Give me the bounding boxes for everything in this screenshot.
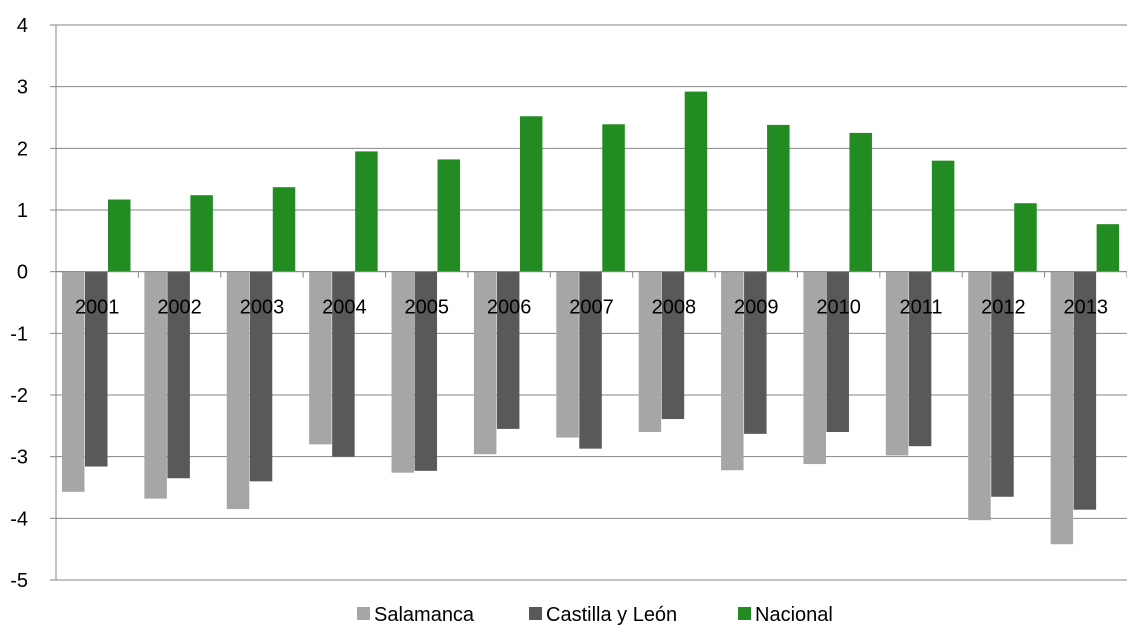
legend-label: Castilla y León: [546, 604, 677, 626]
x-tick-label: 2005: [404, 297, 449, 319]
legend-swatch-castilla-y-le-n: [529, 607, 542, 620]
bar-salamanca-2013: [1050, 271, 1074, 545]
bar-salamanca-2010: [803, 271, 826, 465]
bar-salamanca-2007: [556, 271, 579, 438]
x-tick-label: 2011: [900, 297, 943, 319]
x-tick-label: 2009: [734, 297, 779, 319]
bar-nacional-2010: [849, 132, 872, 272]
bar-castilla-y-le-n-2007: [579, 271, 602, 449]
bar-nacional-2007: [602, 124, 625, 272]
bar-castilla-y-le-n-2005: [414, 271, 438, 471]
bar-nacional-2005: [437, 159, 461, 272]
bar-nacional-2008: [684, 91, 708, 272]
bar-salamanca-2012: [968, 271, 991, 521]
y-tick-label: -4: [10, 508, 28, 530]
y-tick-label: 1: [17, 200, 28, 222]
bar-salamanca-2005: [391, 271, 415, 473]
y-tick-label: -1: [10, 323, 28, 345]
bar-castilla-y-le-n-2010: [826, 271, 849, 432]
bar-castilla-y-le-n-2008: [661, 271, 685, 420]
bar-nacional-2002: [190, 195, 213, 272]
bar-castilla-y-le-n-2002: [167, 271, 190, 479]
bar-salamanca-2008: [638, 271, 662, 432]
legend-label: Nacional: [755, 604, 833, 626]
bars: [62, 91, 1120, 545]
x-tick-label: 2001: [75, 297, 120, 319]
y-tick-label: -5: [10, 570, 28, 592]
bar-castilla-y-le-n-2011: [908, 271, 932, 447]
bar-castilla-y-le-n-2012: [991, 271, 1014, 497]
bar-nacional-2009: [767, 124, 790, 272]
bar-castilla-y-le-n-2013: [1073, 271, 1097, 510]
x-tick-label: 2004: [322, 297, 367, 319]
y-tick-label: 3: [17, 77, 28, 99]
x-tick-label: 2012: [981, 297, 1026, 319]
bar-salamanca-2011: [885, 271, 909, 456]
legend: Salamanca Castilla y León Nacional: [357, 604, 833, 626]
bar-salamanca-2004: [309, 271, 332, 445]
x-tick-label: 2013: [1064, 297, 1109, 319]
bar-castilla-y-le-n-2009: [744, 271, 767, 434]
bar-nacional-2012: [1014, 203, 1037, 272]
x-tick-label: 2002: [157, 297, 202, 319]
y-tick-label: -3: [10, 447, 28, 469]
bar-nacional-2003: [272, 187, 296, 272]
bar-nacional-2006: [519, 116, 543, 272]
y-tick-label: 4: [17, 15, 28, 37]
bar-castilla-y-le-n-2003: [249, 271, 273, 482]
bar-salamanca-2001: [62, 271, 85, 492]
x-tick-labels: 2001 2002 2003 2004 2005 2006 2007 2008 2009 2010…: [75, 297, 1108, 319]
bar-salamanca-2003: [226, 271, 250, 510]
bar-salamanca-2009: [721, 271, 744, 471]
bar-nacional-2001: [108, 199, 131, 272]
bar-castilla-y-le-n-2004: [332, 271, 355, 457]
legend-swatch-nacional: [738, 607, 751, 620]
bar-salamanca-2002: [144, 271, 167, 499]
y-tick-labels: 4 3 2 1 0 -1 -2 -3 -4 -5: [10, 15, 28, 592]
bar-salamanca-2006: [473, 271, 497, 455]
bar-nacional-2013: [1096, 224, 1120, 272]
y-tick-label: -2: [10, 385, 28, 407]
y-tick-label: 2: [17, 138, 28, 160]
bar-nacional-2011: [931, 160, 955, 272]
axes: [50, 24, 1127, 581]
x-tick-label: 2008: [652, 297, 697, 319]
legend-label: Salamanca: [374, 604, 475, 626]
x-tick-label: 2003: [240, 297, 285, 319]
bar-nacional-2004: [355, 151, 378, 272]
bar-castilla-y-le-n-2006: [496, 271, 520, 429]
bar-castilla-y-le-n-2001: [85, 271, 108, 467]
y-tick-label: 0: [17, 262, 28, 284]
x-tick-label: 2010: [816, 297, 861, 319]
x-tick-label: 2006: [487, 297, 532, 319]
x-tick-label: 2007: [569, 297, 614, 319]
legend-swatch-salamanca: [357, 607, 370, 620]
